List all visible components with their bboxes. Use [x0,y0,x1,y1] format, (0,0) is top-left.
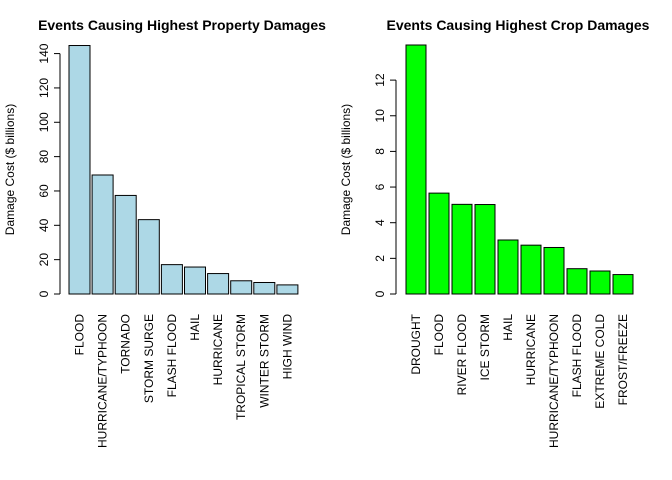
bar-hail [184,266,206,295]
y-tick-label: 100 [37,112,51,132]
y-tick-label: 6 [373,183,387,190]
bar-extreme-cold [589,270,611,295]
y-tick-label: 120 [37,78,51,98]
bar-river-flood [451,203,473,295]
bar-flood [68,45,91,295]
category-label: TORNADO [119,314,133,374]
category-label: EXTREME COLD [593,314,607,409]
category-label: FROST/FREEZE [616,314,630,405]
category-label: HIGH WIND [280,314,294,380]
category-label: HURRICANE/TYPHOON [96,314,110,448]
category-label: WINTER STORM [257,314,271,408]
category-label: HURRICANE [211,314,225,385]
y-tick-label: 10 [373,109,387,123]
category-label: STORM SURGE [142,314,156,403]
category-label: TROPICAL STORM [234,314,248,420]
category-label: FLASH FLOOD [165,314,179,398]
y-tick-label: 0 [373,290,387,297]
bar-hurricane [520,244,542,295]
bar-hurricane [207,273,230,295]
y-tick-label: 4 [373,219,387,226]
bar-flash-flood [160,264,183,295]
category-label: HAIL [501,314,515,341]
category-label: FLOOD [432,314,446,356]
y-tick-label: 12 [373,73,387,87]
bar-ice-storm [474,204,496,295]
category-label: RIVER FLOOD [455,314,469,396]
category-label: HURRICANE [524,314,538,385]
bar-hail [497,239,519,295]
bar-high-wind [276,284,299,295]
category-label: HURRICANE/TYPHOON [547,314,561,448]
y-tick-label: 0 [37,290,51,297]
crop-damage-chart: Events Causing Highest Crop Damages Damag… [339,17,650,448]
y-tick-label: 80 [37,150,51,164]
property-damage-chart: Events Causing Highest Property Damages D… [3,17,326,448]
bar-winter-storm [253,281,276,295]
category-label: DROUGHT [409,313,423,374]
category-label: ICE STORM [478,314,492,380]
bar-tropical-storm [230,280,253,295]
category-label: FLOOD [73,314,87,356]
bar-drought [405,44,427,295]
y-axis-label: Damage Cost ($ billions) [3,104,17,235]
category-label: FLASH FLOOD [570,314,584,398]
bar-flash-flood [566,268,588,295]
bar-flood [428,192,450,295]
y-tick-label: 8 [373,148,387,155]
y-axis-label: Damage Cost ($ billions) [339,104,353,235]
y-tick-label: 60 [37,184,51,198]
chart-title: Events Causing Highest Crop Damages [387,17,650,33]
y-tick-label: 2 [373,255,387,262]
bar-storm-surge [137,219,160,295]
y-tick-label: 20 [37,253,51,267]
bar-hurricane-typhoon [91,174,114,295]
bar-hurricane-typhoon [543,246,565,295]
bar-frost-freeze [612,274,634,295]
category-label: HAIL [188,314,202,341]
chart-title: Events Causing Highest Property Damages [38,17,326,33]
y-tick-label: 140 [37,43,51,63]
bar-tornado [114,194,137,295]
y-tick-label: 40 [37,218,51,232]
